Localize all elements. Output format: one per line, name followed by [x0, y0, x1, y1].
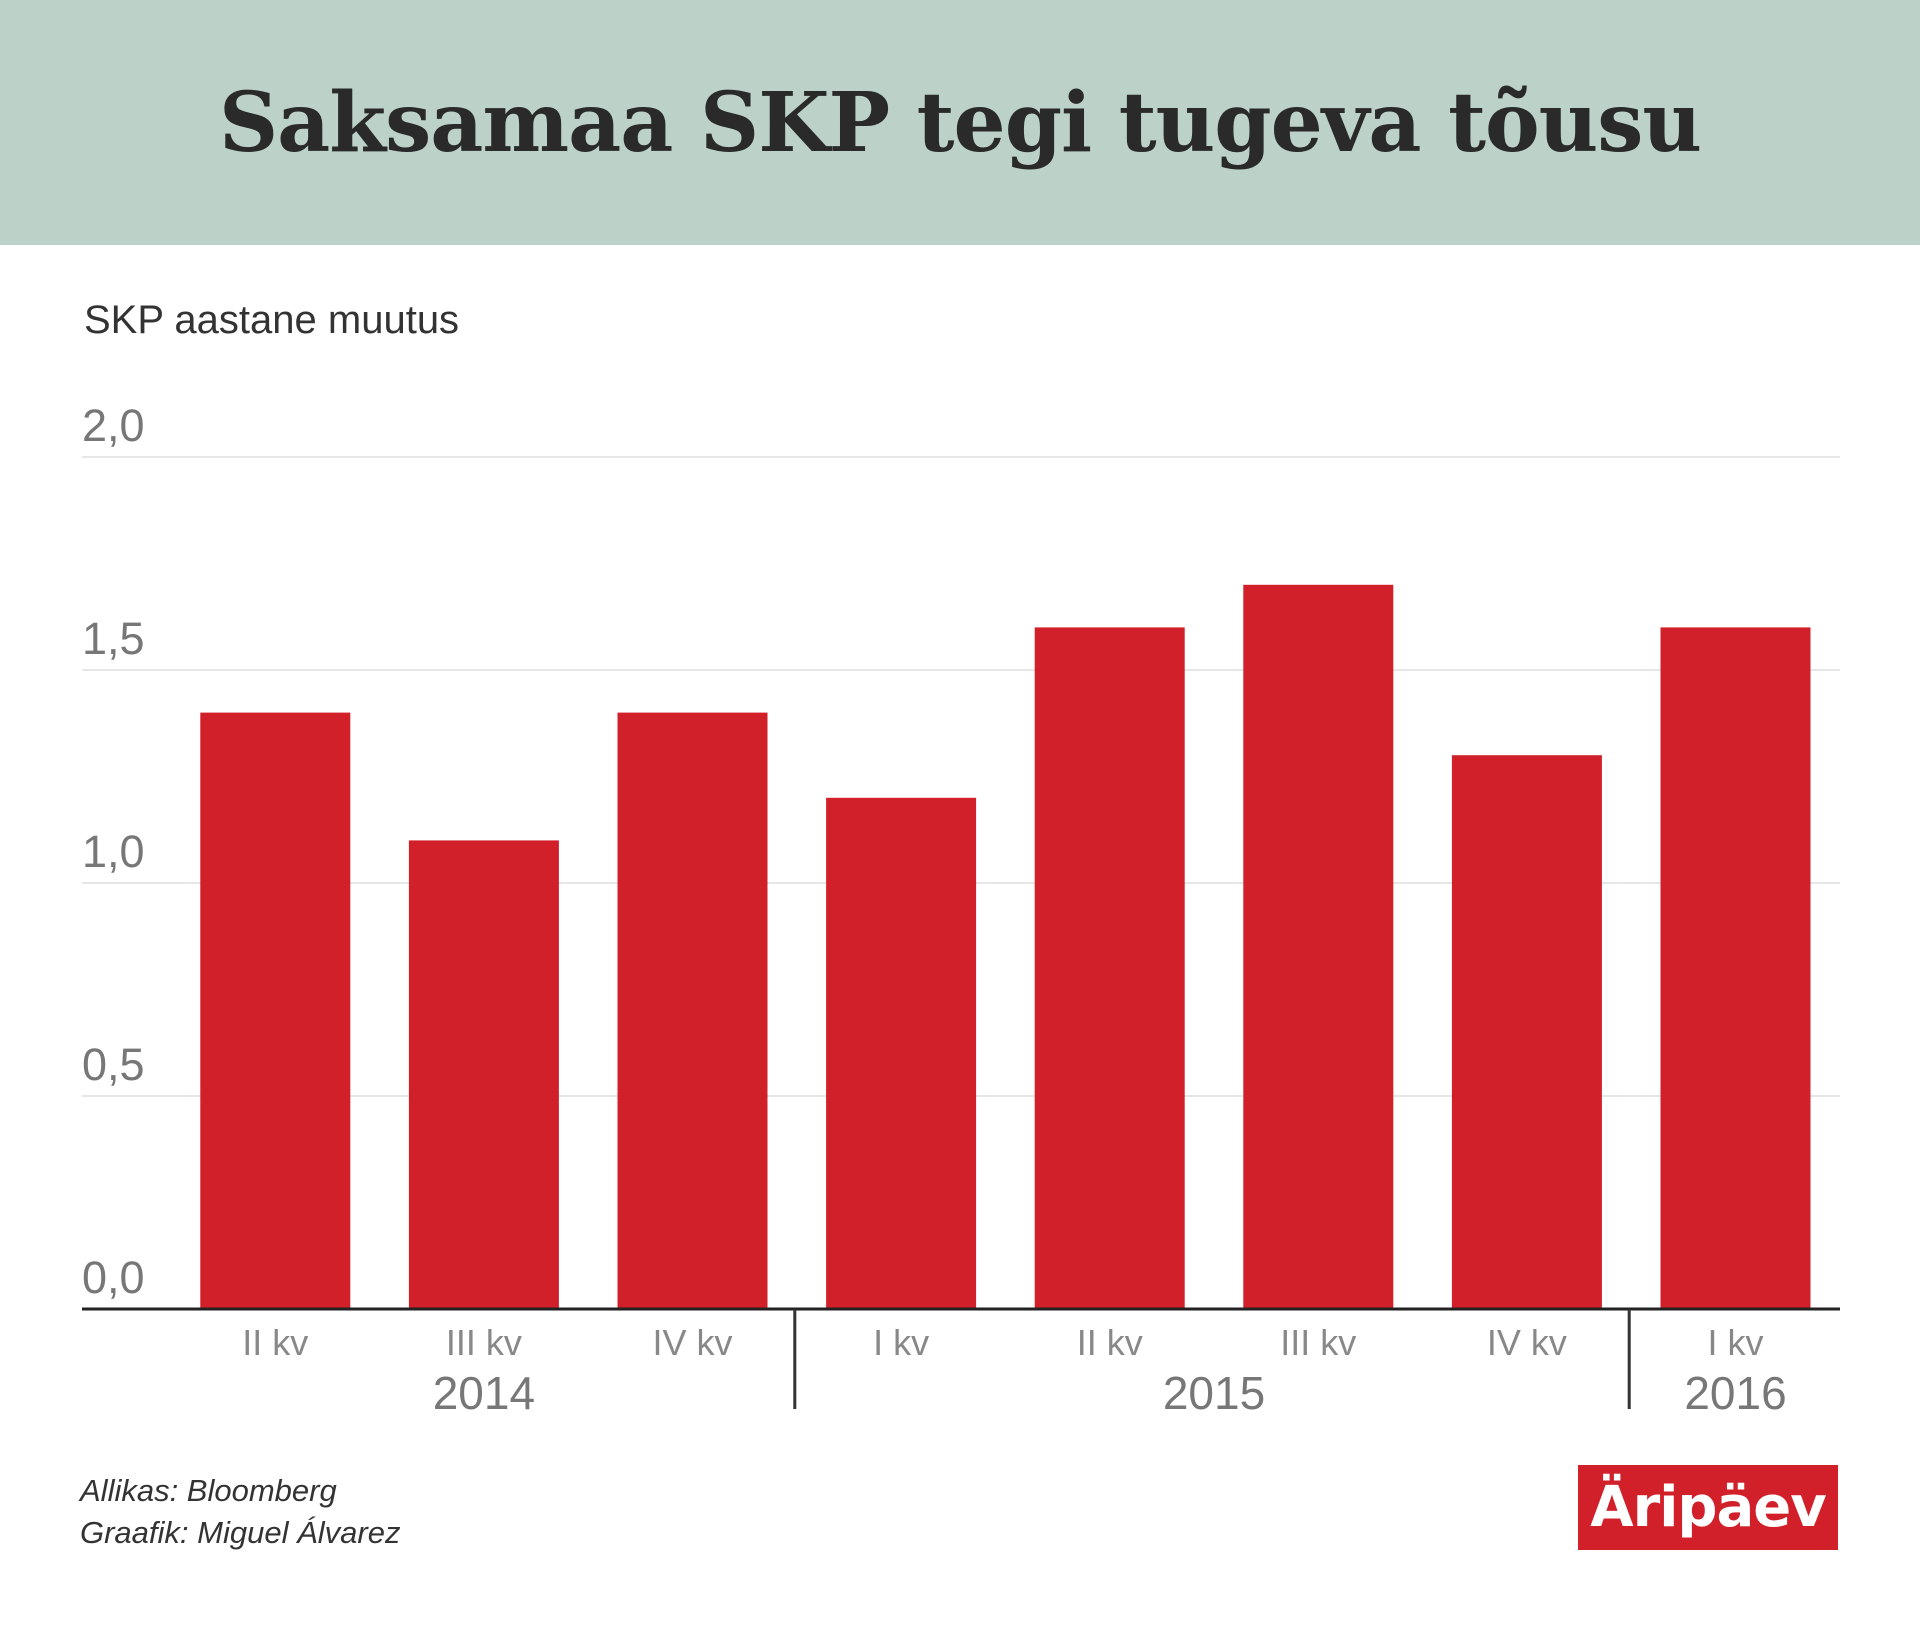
x-tick-label: III kv: [446, 1322, 522, 1363]
x-axis: II kv III kv IV kv I kv II kv III kv IV kv I kv…: [82, 1307, 1840, 1419]
bar: [1660, 627, 1811, 1309]
x-tick-label: II kv: [242, 1322, 308, 1363]
bar: [200, 712, 351, 1309]
bar: [408, 840, 559, 1309]
x-tick-label: II kv: [1077, 1322, 1143, 1363]
header-band: [0, 0, 1920, 245]
author-credit: Graafik: Miguel Álvarez: [80, 1515, 401, 1550]
year-label: 2015: [1163, 1367, 1265, 1419]
y-tick-label: 0,5: [82, 1039, 145, 1090]
bar: [617, 712, 768, 1309]
x-tick-label: I kv: [873, 1322, 929, 1363]
bar: [826, 797, 977, 1309]
x-tick-label: IV kv: [652, 1322, 732, 1363]
chart-subtitle: SKP aastane muutus: [84, 298, 460, 342]
x-tick-label: I kv: [1707, 1322, 1763, 1363]
year-label: 2014: [433, 1367, 535, 1419]
bar: [1451, 755, 1602, 1309]
x-tick-label: IV kv: [1487, 1322, 1567, 1363]
bar: [1243, 584, 1394, 1309]
y-tick-label: 1,5: [82, 613, 145, 664]
bar: [1034, 627, 1185, 1309]
source-credit: Allikas: Bloomberg: [80, 1473, 337, 1508]
y-tick-label: 0,0: [82, 1252, 145, 1303]
y-tick-label: 2,0: [82, 400, 145, 451]
bars: [200, 584, 1811, 1309]
aripaev-logo: Äripäev: [1578, 1465, 1838, 1550]
chart-title: Saksamaa SKP tegi tugeva tõusu: [218, 74, 1702, 171]
credits: Allikas: Bloomberg Graafik: Miguel Álvar…: [80, 1470, 400, 1554]
y-tick-label: 1,0: [82, 826, 145, 877]
x-tick-label: III kv: [1280, 1322, 1356, 1363]
year-label: 2016: [1684, 1367, 1786, 1419]
